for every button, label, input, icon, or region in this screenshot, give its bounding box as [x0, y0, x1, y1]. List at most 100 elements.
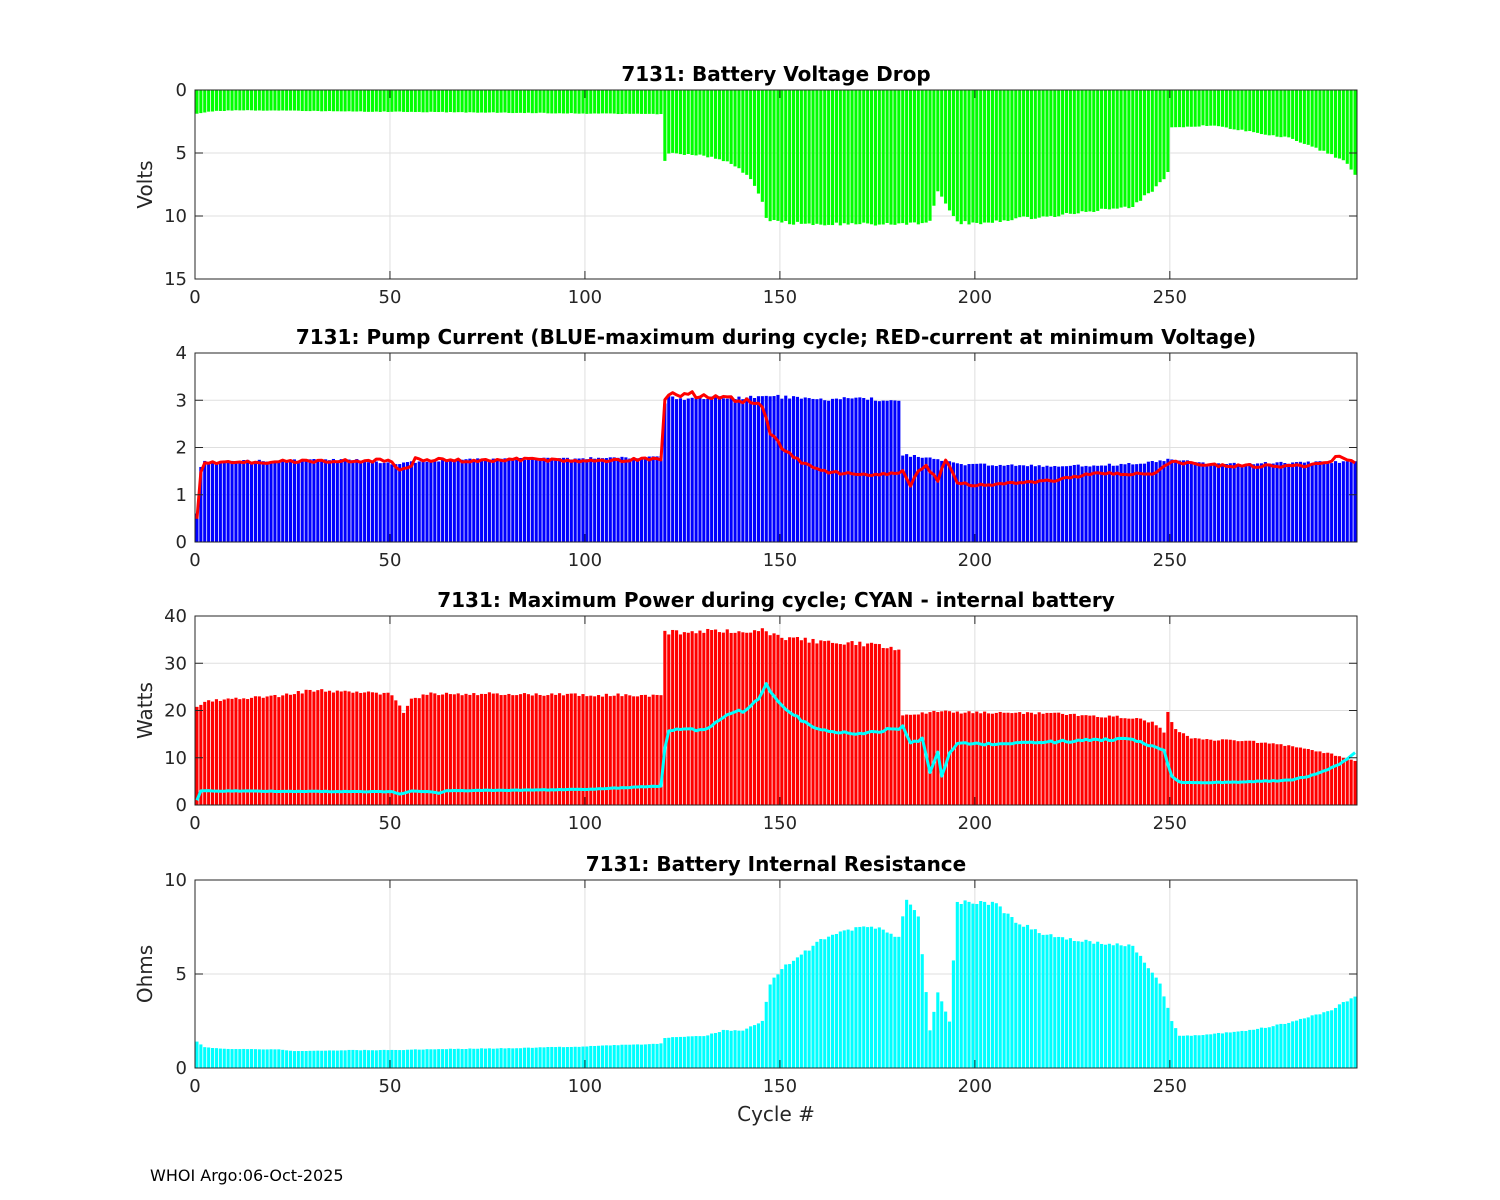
bar — [1232, 90, 1236, 130]
bar — [257, 696, 261, 805]
bar — [355, 1050, 359, 1068]
bar — [480, 460, 484, 542]
bar — [1213, 463, 1217, 542]
bar — [636, 1044, 640, 1068]
bar — [530, 1047, 534, 1068]
bar — [589, 457, 593, 542]
bar — [542, 695, 546, 805]
bar — [702, 1036, 706, 1068]
bar — [1267, 90, 1271, 136]
bar — [1014, 922, 1018, 1068]
bar — [862, 90, 866, 223]
x-tick-label: 0 — [189, 287, 200, 308]
bar — [253, 696, 257, 805]
x-tick-label: 50 — [379, 287, 402, 308]
bar — [1283, 463, 1287, 542]
bar — [639, 1044, 644, 1068]
bar — [698, 1036, 702, 1068]
bar — [246, 90, 250, 111]
bar — [737, 631, 741, 805]
bar — [1088, 90, 1092, 212]
x-tick-label: 100 — [568, 1076, 602, 1097]
bar — [971, 463, 975, 542]
bar — [569, 1046, 573, 1068]
bar — [1150, 972, 1154, 1068]
bar — [1072, 713, 1076, 805]
y-axis-label: Watts — [133, 682, 157, 739]
bar — [975, 903, 979, 1068]
bar — [885, 648, 889, 805]
bar — [398, 90, 402, 112]
bar — [269, 1049, 273, 1068]
bar — [331, 692, 335, 805]
bar — [1080, 715, 1084, 805]
bar — [1193, 1035, 1197, 1068]
bar — [628, 458, 632, 542]
bar — [694, 633, 698, 805]
bar — [242, 1048, 246, 1068]
bar — [1178, 732, 1182, 805]
bar — [1256, 1028, 1260, 1068]
bar — [476, 90, 480, 113]
bar — [632, 457, 636, 542]
bar — [351, 460, 355, 542]
bar — [218, 700, 222, 805]
bar — [663, 1038, 667, 1068]
bar — [312, 459, 316, 542]
bar — [756, 396, 761, 542]
bar — [682, 1036, 686, 1068]
bar — [207, 90, 211, 112]
bar — [1131, 945, 1135, 1068]
bar — [1232, 462, 1236, 542]
bar — [199, 704, 203, 805]
bar — [464, 693, 468, 805]
bar — [924, 457, 928, 542]
bar — [639, 90, 644, 114]
bar — [714, 629, 718, 805]
bar — [273, 461, 277, 542]
bar — [226, 1048, 230, 1068]
bar — [986, 713, 991, 805]
bar — [534, 459, 538, 542]
bar — [519, 90, 523, 113]
bar — [1010, 90, 1014, 221]
bar — [483, 459, 488, 542]
bar — [1127, 718, 1131, 805]
bar — [1162, 732, 1166, 805]
bar — [296, 460, 300, 542]
bar — [959, 90, 963, 225]
bar — [1267, 743, 1271, 805]
bar — [862, 926, 866, 1068]
bar — [1189, 462, 1193, 542]
bar — [1100, 90, 1104, 209]
bar — [1092, 465, 1096, 542]
bar — [359, 90, 363, 112]
bar — [210, 701, 215, 805]
bar — [1119, 463, 1123, 542]
bar — [511, 695, 515, 805]
bar — [1178, 460, 1182, 542]
bar — [226, 462, 230, 542]
bar — [402, 1050, 406, 1068]
bar — [764, 631, 768, 805]
bar — [760, 396, 764, 542]
bar — [1263, 742, 1267, 805]
bar — [499, 458, 503, 542]
bar — [1076, 90, 1080, 214]
bar — [405, 705, 410, 805]
bar — [768, 984, 772, 1068]
bar — [288, 694, 293, 805]
bar — [624, 90, 628, 114]
bar — [1103, 944, 1108, 1068]
bar — [682, 399, 686, 542]
bar — [655, 694, 659, 805]
bar — [1283, 745, 1287, 805]
bar — [1135, 718, 1139, 805]
bar — [585, 459, 589, 542]
bar — [651, 90, 655, 114]
bar — [678, 398, 683, 542]
bar — [752, 398, 757, 542]
bar — [1256, 463, 1260, 542]
bar — [530, 90, 534, 114]
bar — [1072, 940, 1076, 1068]
